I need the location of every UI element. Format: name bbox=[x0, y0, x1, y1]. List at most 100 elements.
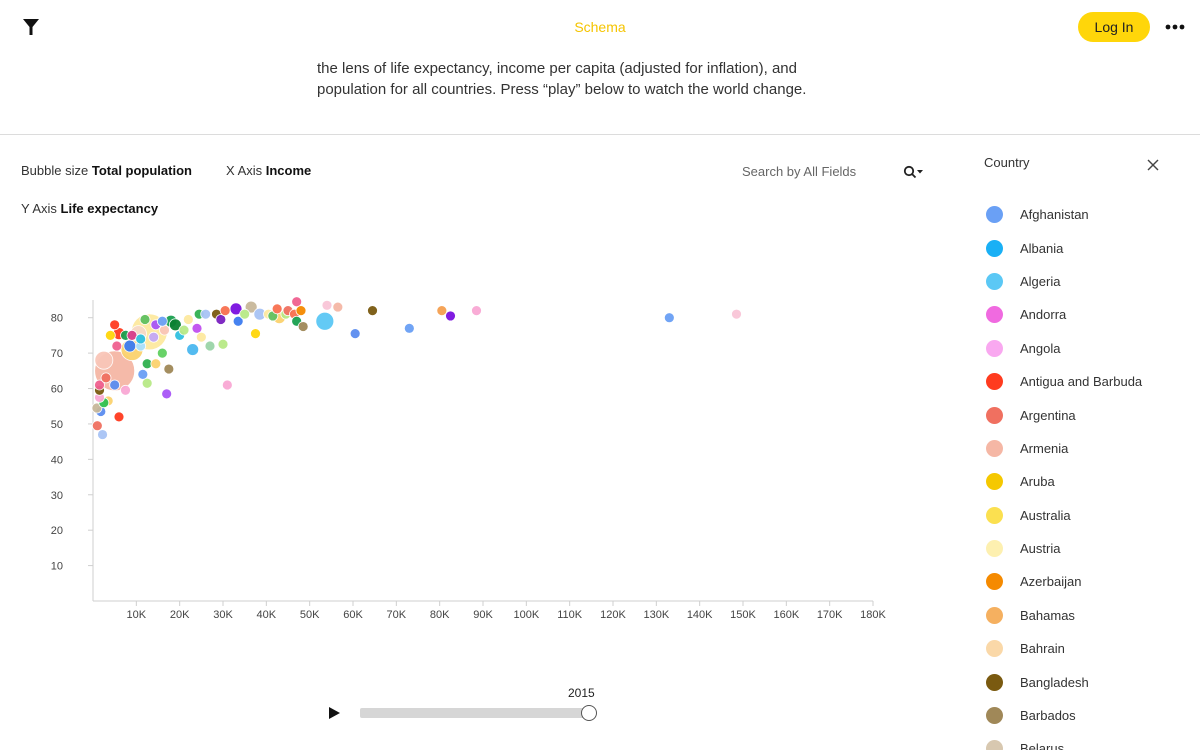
country-color-dot bbox=[986, 707, 1003, 725]
bubble[interactable] bbox=[471, 305, 482, 317]
bubble[interactable] bbox=[445, 310, 456, 322]
y-axis-selector[interactable]: Y Axis Life expectancy bbox=[21, 201, 158, 216]
bubble[interactable] bbox=[100, 372, 112, 384]
country-item[interactable]: Bahamas bbox=[986, 599, 1142, 632]
country-item[interactable]: Andorra bbox=[986, 298, 1142, 331]
login-button[interactable]: Log In bbox=[1078, 12, 1150, 42]
bubble[interactable] bbox=[321, 299, 333, 311]
y-tick-label: 60 bbox=[51, 384, 63, 396]
bubble[interactable] bbox=[271, 303, 283, 315]
bubble[interactable] bbox=[367, 305, 378, 317]
bubble[interactable] bbox=[232, 315, 244, 327]
bubble[interactable] bbox=[663, 312, 675, 324]
bubble[interactable] bbox=[141, 377, 153, 389]
country-item[interactable]: Bangladesh bbox=[986, 665, 1142, 698]
country-name: Argentina bbox=[1020, 407, 1076, 423]
x-tick-label: 120K bbox=[600, 609, 626, 621]
bubble-size-selector[interactable]: Bubble size Total population bbox=[21, 163, 192, 178]
intro-text: the lens of life expectancy, income per … bbox=[317, 58, 917, 100]
bubble[interactable] bbox=[123, 339, 137, 353]
bubble[interactable] bbox=[137, 368, 149, 380]
country-item[interactable]: Austria bbox=[986, 532, 1142, 565]
bubble[interactable] bbox=[109, 319, 121, 331]
bubble[interactable] bbox=[295, 305, 307, 317]
bubble[interactable] bbox=[291, 296, 303, 308]
country-color-dot bbox=[986, 406, 1003, 424]
x-axis-label: X Axis bbox=[226, 163, 263, 178]
country-name: Azerbaijan bbox=[1020, 574, 1082, 590]
search-dropdown-icon[interactable] bbox=[902, 164, 926, 180]
timeline-slider-thumb[interactable] bbox=[581, 705, 597, 721]
more-options-icon[interactable] bbox=[1163, 19, 1187, 35]
bubble[interactable] bbox=[239, 308, 251, 320]
country-item[interactable]: Argentina bbox=[986, 398, 1142, 431]
country-item[interactable]: Algeria bbox=[986, 265, 1142, 298]
bubble[interactable] bbox=[217, 338, 229, 350]
bubble[interactable] bbox=[349, 328, 361, 340]
bubble[interactable] bbox=[163, 363, 175, 375]
app-title[interactable]: Schema bbox=[574, 19, 626, 35]
bubble[interactable] bbox=[159, 324, 170, 336]
bubble[interactable] bbox=[135, 333, 147, 345]
bubble[interactable] bbox=[200, 308, 212, 320]
country-color-dot bbox=[986, 339, 1003, 357]
bubble[interactable] bbox=[332, 301, 344, 313]
country-item[interactable]: Aruba bbox=[986, 465, 1142, 498]
bubble[interactable] bbox=[215, 314, 227, 325]
bubble[interactable] bbox=[113, 411, 125, 423]
x-tick-label: 60K bbox=[343, 609, 363, 621]
bubble[interactable] bbox=[97, 429, 108, 440]
bubble[interactable] bbox=[139, 314, 151, 325]
play-icon[interactable] bbox=[326, 706, 342, 720]
country-item[interactable]: Bahrain bbox=[986, 632, 1142, 665]
bubble[interactable] bbox=[168, 318, 182, 332]
bubble[interactable] bbox=[297, 321, 309, 332]
country-item[interactable]: Afghanistan bbox=[986, 198, 1142, 231]
country-item[interactable]: Barbados bbox=[986, 699, 1142, 732]
bubble[interactable] bbox=[94, 379, 105, 391]
bubble[interactable] bbox=[161, 388, 173, 400]
bubble[interactable] bbox=[315, 311, 335, 331]
bubble[interactable] bbox=[436, 305, 448, 317]
bubble[interactable] bbox=[91, 420, 103, 432]
x-tick-label: 30K bbox=[213, 609, 233, 621]
search-input[interactable] bbox=[742, 164, 892, 179]
country-item[interactable]: Angola bbox=[986, 332, 1142, 365]
x-tick-label: 160K bbox=[773, 609, 799, 621]
close-icon[interactable] bbox=[1146, 158, 1160, 172]
country-item[interactable]: Armenia bbox=[986, 432, 1142, 465]
filter-icon[interactable] bbox=[20, 16, 42, 38]
x-tick-label: 50K bbox=[300, 609, 320, 621]
bubble[interactable] bbox=[156, 315, 168, 327]
bubble[interactable] bbox=[111, 340, 123, 352]
country-color-dot bbox=[986, 640, 1003, 658]
country-color-dot bbox=[986, 673, 1003, 691]
country-color-dot bbox=[986, 206, 1003, 224]
timeline-slider[interactable] bbox=[360, 708, 590, 718]
bubble[interactable] bbox=[182, 314, 194, 325]
country-item[interactable]: Antigua and Barbuda bbox=[986, 365, 1142, 398]
bubble[interactable] bbox=[150, 358, 162, 370]
bubble[interactable] bbox=[221, 379, 233, 391]
country-item[interactable]: Azerbaijan bbox=[986, 565, 1142, 598]
bubble[interactable] bbox=[219, 305, 231, 317]
bubble[interactable] bbox=[156, 347, 168, 359]
bubble[interactable] bbox=[178, 324, 190, 336]
bubble[interactable] bbox=[148, 331, 160, 343]
bubble[interactable] bbox=[195, 331, 207, 343]
bubble[interactable] bbox=[109, 379, 121, 391]
country-item[interactable]: Albania bbox=[986, 231, 1142, 264]
bubble[interactable] bbox=[120, 384, 131, 396]
country-name: Angola bbox=[1020, 340, 1061, 356]
bubble[interactable] bbox=[403, 322, 415, 334]
x-axis-selector[interactable]: X Axis Income bbox=[226, 163, 311, 178]
bubble[interactable] bbox=[186, 343, 200, 356]
country-item[interactable]: Australia bbox=[986, 499, 1142, 532]
bubble[interactable] bbox=[191, 322, 203, 334]
bubble[interactable] bbox=[94, 350, 114, 370]
bubble[interactable] bbox=[204, 340, 216, 352]
country-item[interactable]: Belarus bbox=[986, 732, 1142, 750]
bubble[interactable] bbox=[250, 328, 261, 340]
bubble[interactable] bbox=[731, 308, 742, 320]
bubble[interactable] bbox=[104, 330, 116, 341]
